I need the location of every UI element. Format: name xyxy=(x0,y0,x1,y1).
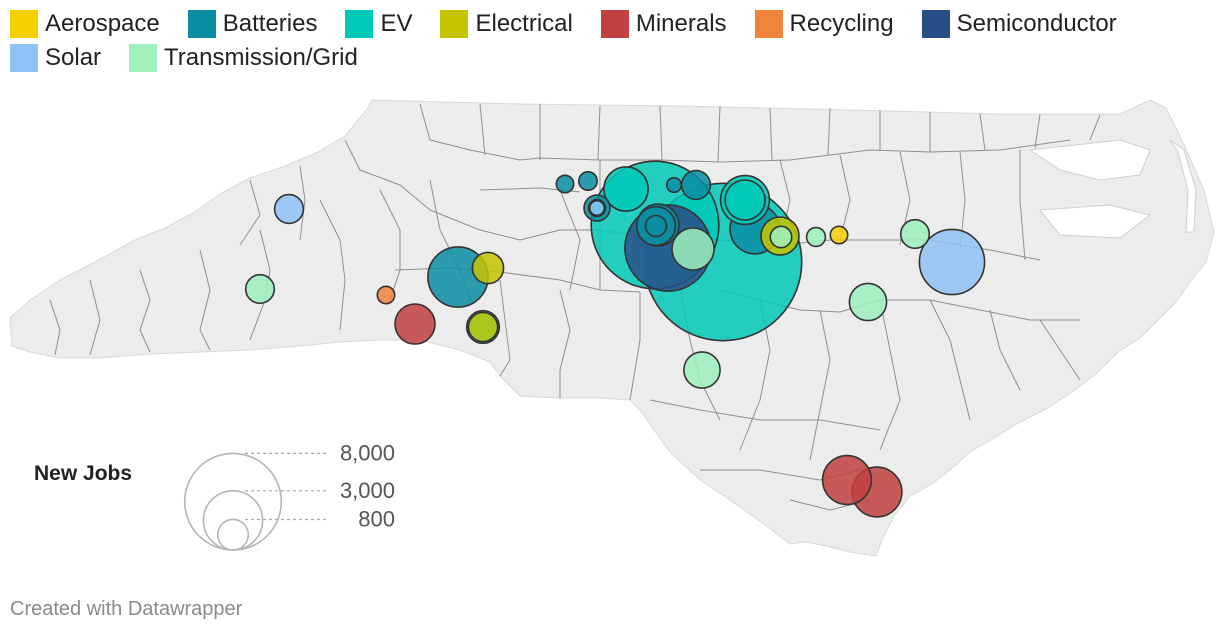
county-border xyxy=(979,113,986,151)
bubble-solar xyxy=(588,199,606,217)
size-legend: New Jobs 8,000 3,000 800 xyxy=(34,440,395,551)
county-border xyxy=(89,279,101,356)
legend-label: EV xyxy=(380,10,413,37)
county-border xyxy=(649,399,881,431)
county-border xyxy=(199,249,211,351)
legend-item-recycling: Recycling xyxy=(754,10,894,38)
county-border xyxy=(319,199,346,331)
legend-label: Aerospace xyxy=(45,10,160,37)
size-legend-circle xyxy=(202,490,264,551)
county-border xyxy=(1019,150,1026,261)
water-body xyxy=(1028,139,1151,181)
legend-item-electrical: Electrical xyxy=(440,10,573,38)
county-border xyxy=(239,179,261,246)
state-outline xyxy=(9,99,1215,557)
legend-item-semiconductor: Semiconductor xyxy=(921,10,1117,38)
legend-swatch xyxy=(10,10,38,38)
county-border xyxy=(49,299,61,356)
legend-label: Transmission/Grid xyxy=(164,44,358,71)
legend-item-ev: EV xyxy=(345,10,412,38)
county-border xyxy=(344,139,600,241)
legend-label: Semiconductor xyxy=(956,10,1117,37)
county-border xyxy=(989,309,1021,391)
bubble-electrical xyxy=(471,251,505,285)
bubble-batteries xyxy=(644,214,668,238)
bubble-batteries xyxy=(680,169,712,201)
state-shape xyxy=(9,99,1215,557)
county-border xyxy=(479,103,486,156)
bubble-solar xyxy=(918,228,986,296)
bubble-ev xyxy=(724,179,766,221)
county-border xyxy=(929,299,971,421)
legend-item-batteries: Batteries xyxy=(187,10,318,38)
size-legend-value-label: 8,000 xyxy=(340,440,395,465)
bubble-aerospace xyxy=(829,225,849,245)
county-border xyxy=(379,189,401,301)
county-border xyxy=(299,165,306,241)
bubble-ev xyxy=(603,166,649,212)
size-legend-circle xyxy=(216,518,250,551)
bubble-batteries xyxy=(555,174,575,194)
legend-label: Batteries xyxy=(222,10,318,37)
bubble-transmission-grid xyxy=(244,273,276,305)
water-body xyxy=(1039,204,1152,239)
size-legend-value-label: 3,000 xyxy=(340,478,395,503)
legend-swatch xyxy=(345,10,374,38)
county-border xyxy=(769,107,773,161)
legend-item-minerals: Minerals xyxy=(600,10,727,38)
county-border xyxy=(879,299,901,451)
legend-swatch xyxy=(921,10,950,38)
bubble-layer xyxy=(244,160,986,518)
county-border xyxy=(827,107,831,156)
county-border xyxy=(659,105,663,161)
bubble-solar xyxy=(273,193,305,225)
legend-item-solar: Solar xyxy=(10,44,101,72)
bubble-transmission-grid xyxy=(671,227,715,271)
bubble-transmission-grid xyxy=(899,218,931,250)
water-body xyxy=(1169,139,1197,233)
size-legend-title: New Jobs xyxy=(34,462,132,485)
legend-label: Minerals xyxy=(635,10,727,37)
county-border xyxy=(1034,113,1041,149)
bubble-batteries xyxy=(577,171,598,192)
legend: Aerospace Batteries EV Electrical Minerals Re… xyxy=(10,10,1210,72)
bubble-transmission-grid xyxy=(805,226,827,248)
county-border xyxy=(809,309,831,461)
county-border xyxy=(1039,319,1081,381)
footer-credit: Created with Datawrapper xyxy=(10,598,243,620)
bubble-minerals xyxy=(821,454,873,506)
bubble-transmission-grid xyxy=(683,351,721,389)
county-border xyxy=(559,289,571,398)
county-border xyxy=(629,292,641,401)
legend-swatch xyxy=(754,10,783,38)
county-border xyxy=(1089,114,1101,141)
bubble-batteries xyxy=(665,176,683,194)
bubble-transmission-grid xyxy=(848,282,888,322)
size-legend-circle xyxy=(183,452,283,551)
legend-item-transmission-grid: Transmission/Grid xyxy=(129,44,358,72)
bubble-recycling xyxy=(376,285,396,305)
legend-swatch xyxy=(129,44,158,72)
legend-swatch xyxy=(440,10,469,38)
legend-swatch xyxy=(187,10,216,38)
county-border xyxy=(499,279,511,377)
legend-label: Recycling xyxy=(789,10,894,37)
legend-swatch xyxy=(10,44,38,72)
county-border xyxy=(139,269,151,353)
county-border xyxy=(559,189,581,291)
county-border xyxy=(717,105,721,163)
legend-label: Solar xyxy=(45,44,102,71)
legend-label: Electrical xyxy=(475,10,573,37)
legend-swatch xyxy=(600,10,629,38)
bubble-minerals xyxy=(394,303,436,345)
bubble-electrical xyxy=(467,311,499,343)
county-border xyxy=(597,105,601,161)
bubble-transmission-grid xyxy=(769,225,793,249)
legend-item-aerospace: Aerospace xyxy=(10,10,160,38)
size-legend-value-label: 800 xyxy=(358,507,395,532)
